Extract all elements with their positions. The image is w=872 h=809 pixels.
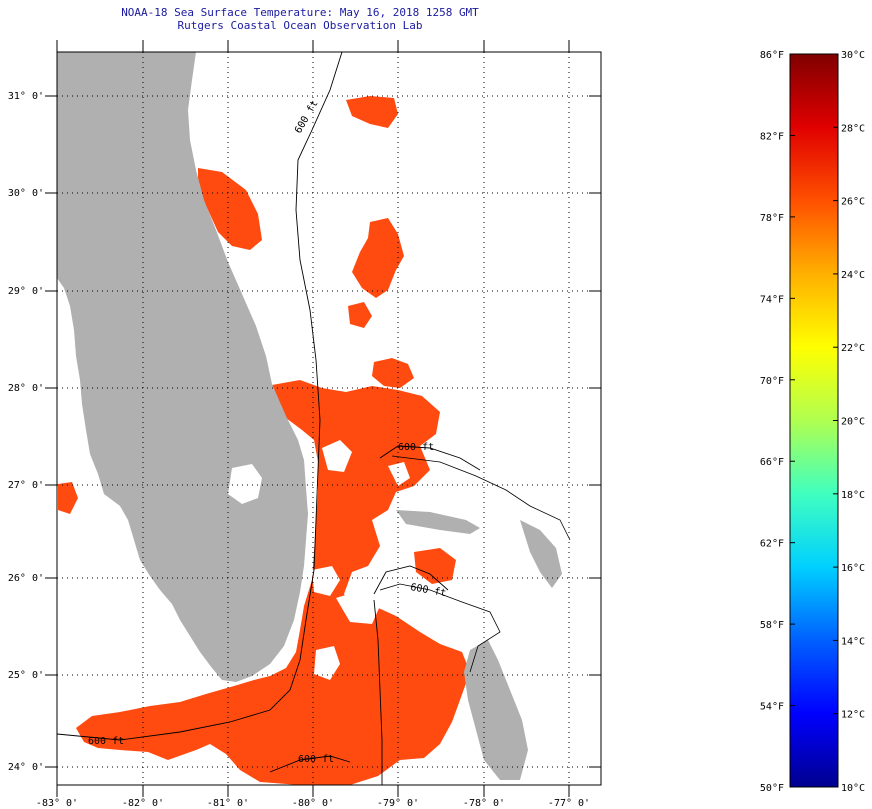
cloud-gap bbox=[312, 566, 340, 596]
lon-label: -79° 0' bbox=[377, 798, 419, 809]
colorbar-label-c: 16°C bbox=[841, 563, 865, 574]
isobath-line bbox=[269, 755, 351, 773]
bahama-bank-outline bbox=[379, 583, 501, 673]
lat-label: 31° 0' bbox=[8, 91, 44, 102]
colorbar-label-f: 78°F bbox=[760, 213, 784, 224]
cloud-gap bbox=[322, 440, 352, 472]
plot-frame bbox=[56, 51, 602, 786]
map-title: NOAA-18 Sea Surface Temperature: May 16,… bbox=[121, 6, 479, 19]
graticule bbox=[57, 52, 601, 785]
lat-label: 30° 0' bbox=[8, 188, 44, 199]
lat-label: 29° 0' bbox=[8, 286, 44, 297]
colorbar-label-c: 14°C bbox=[841, 636, 865, 647]
isobath-label: 600 ft bbox=[88, 736, 124, 747]
isobath-line bbox=[57, 52, 343, 741]
cloud-gap bbox=[388, 462, 410, 486]
colorbar-label-f: 86°F bbox=[760, 50, 784, 61]
sst-patch-northeast bbox=[352, 218, 404, 298]
sst-main-region bbox=[76, 380, 470, 785]
isobath-label: 600 ft bbox=[398, 442, 434, 453]
colorbar bbox=[789, 53, 839, 788]
lon-label: -80° 0' bbox=[292, 798, 334, 809]
lon-label: -82° 0' bbox=[122, 798, 164, 809]
colorbar-label-c: 24°C bbox=[841, 270, 865, 281]
grand-bahama bbox=[396, 510, 480, 534]
colorbar-label-f: 70°F bbox=[760, 376, 784, 387]
abaco-island bbox=[520, 520, 562, 588]
colorbar-ticks bbox=[790, 53, 838, 788]
isobaths bbox=[57, 52, 481, 785]
lon-label: -81° 0' bbox=[207, 798, 249, 809]
cloud-gap bbox=[314, 646, 340, 680]
sst-patch-offshore bbox=[348, 302, 372, 328]
little-bahama-bank-outline bbox=[391, 455, 571, 541]
colorbar-label-f: 50°F bbox=[760, 783, 784, 794]
sst-patch-north bbox=[346, 96, 398, 128]
colorbar-label-c: 30°C bbox=[841, 50, 865, 61]
lat-label: 27° 0' bbox=[8, 480, 44, 491]
axis-ticks bbox=[45, 40, 601, 797]
lat-label: 25° 0' bbox=[8, 670, 44, 681]
cloud-gaps bbox=[312, 440, 410, 680]
sst-patch-east-coast bbox=[198, 168, 262, 250]
cloud-gap bbox=[336, 590, 380, 624]
colorbar-label-c: 26°C bbox=[841, 197, 865, 208]
sst-patch-central bbox=[372, 358, 414, 388]
colorbar-label-c: 20°C bbox=[841, 417, 865, 428]
colorbar-label-f: 54°F bbox=[760, 702, 784, 713]
florida-landmass bbox=[57, 52, 308, 682]
map-subtitle: Rutgers Coastal Ocean Observation Lab bbox=[177, 19, 423, 32]
colorbar-label-f: 62°F bbox=[760, 539, 784, 550]
colorbar-label-c: 18°C bbox=[841, 490, 865, 501]
colorbar-label-c: 12°C bbox=[841, 710, 865, 721]
sst-patch-bahamas bbox=[414, 548, 456, 584]
colorbar-label-c: 10°C bbox=[841, 783, 865, 794]
lon-label: -83° 0' bbox=[36, 798, 78, 809]
sst-field bbox=[58, 96, 470, 785]
lake-okeechobee bbox=[228, 464, 262, 504]
isobath-line bbox=[373, 565, 449, 595]
lat-label: 26° 0' bbox=[8, 573, 44, 584]
lat-label: 24° 0' bbox=[8, 762, 44, 773]
colorbar-label-f: 58°F bbox=[760, 620, 784, 631]
bahamas-landmass bbox=[464, 640, 528, 780]
lon-label: -78° 0' bbox=[463, 798, 505, 809]
colorbar-label-c: 28°C bbox=[841, 123, 865, 134]
colorbar-label-f: 82°F bbox=[760, 131, 784, 142]
colorbar-label-c: 22°C bbox=[841, 343, 865, 354]
colorbar-label-f: 66°F bbox=[760, 457, 784, 468]
isobath-line bbox=[379, 445, 481, 471]
colorbar-label-f: 74°F bbox=[760, 294, 784, 305]
sst-patch-gulf-west bbox=[58, 482, 78, 514]
lat-label: 28° 0' bbox=[8, 383, 44, 394]
lon-label: -77° 0' bbox=[548, 798, 590, 809]
isobath-label: 600 ft bbox=[298, 754, 334, 765]
isobath-line bbox=[373, 599, 383, 785]
